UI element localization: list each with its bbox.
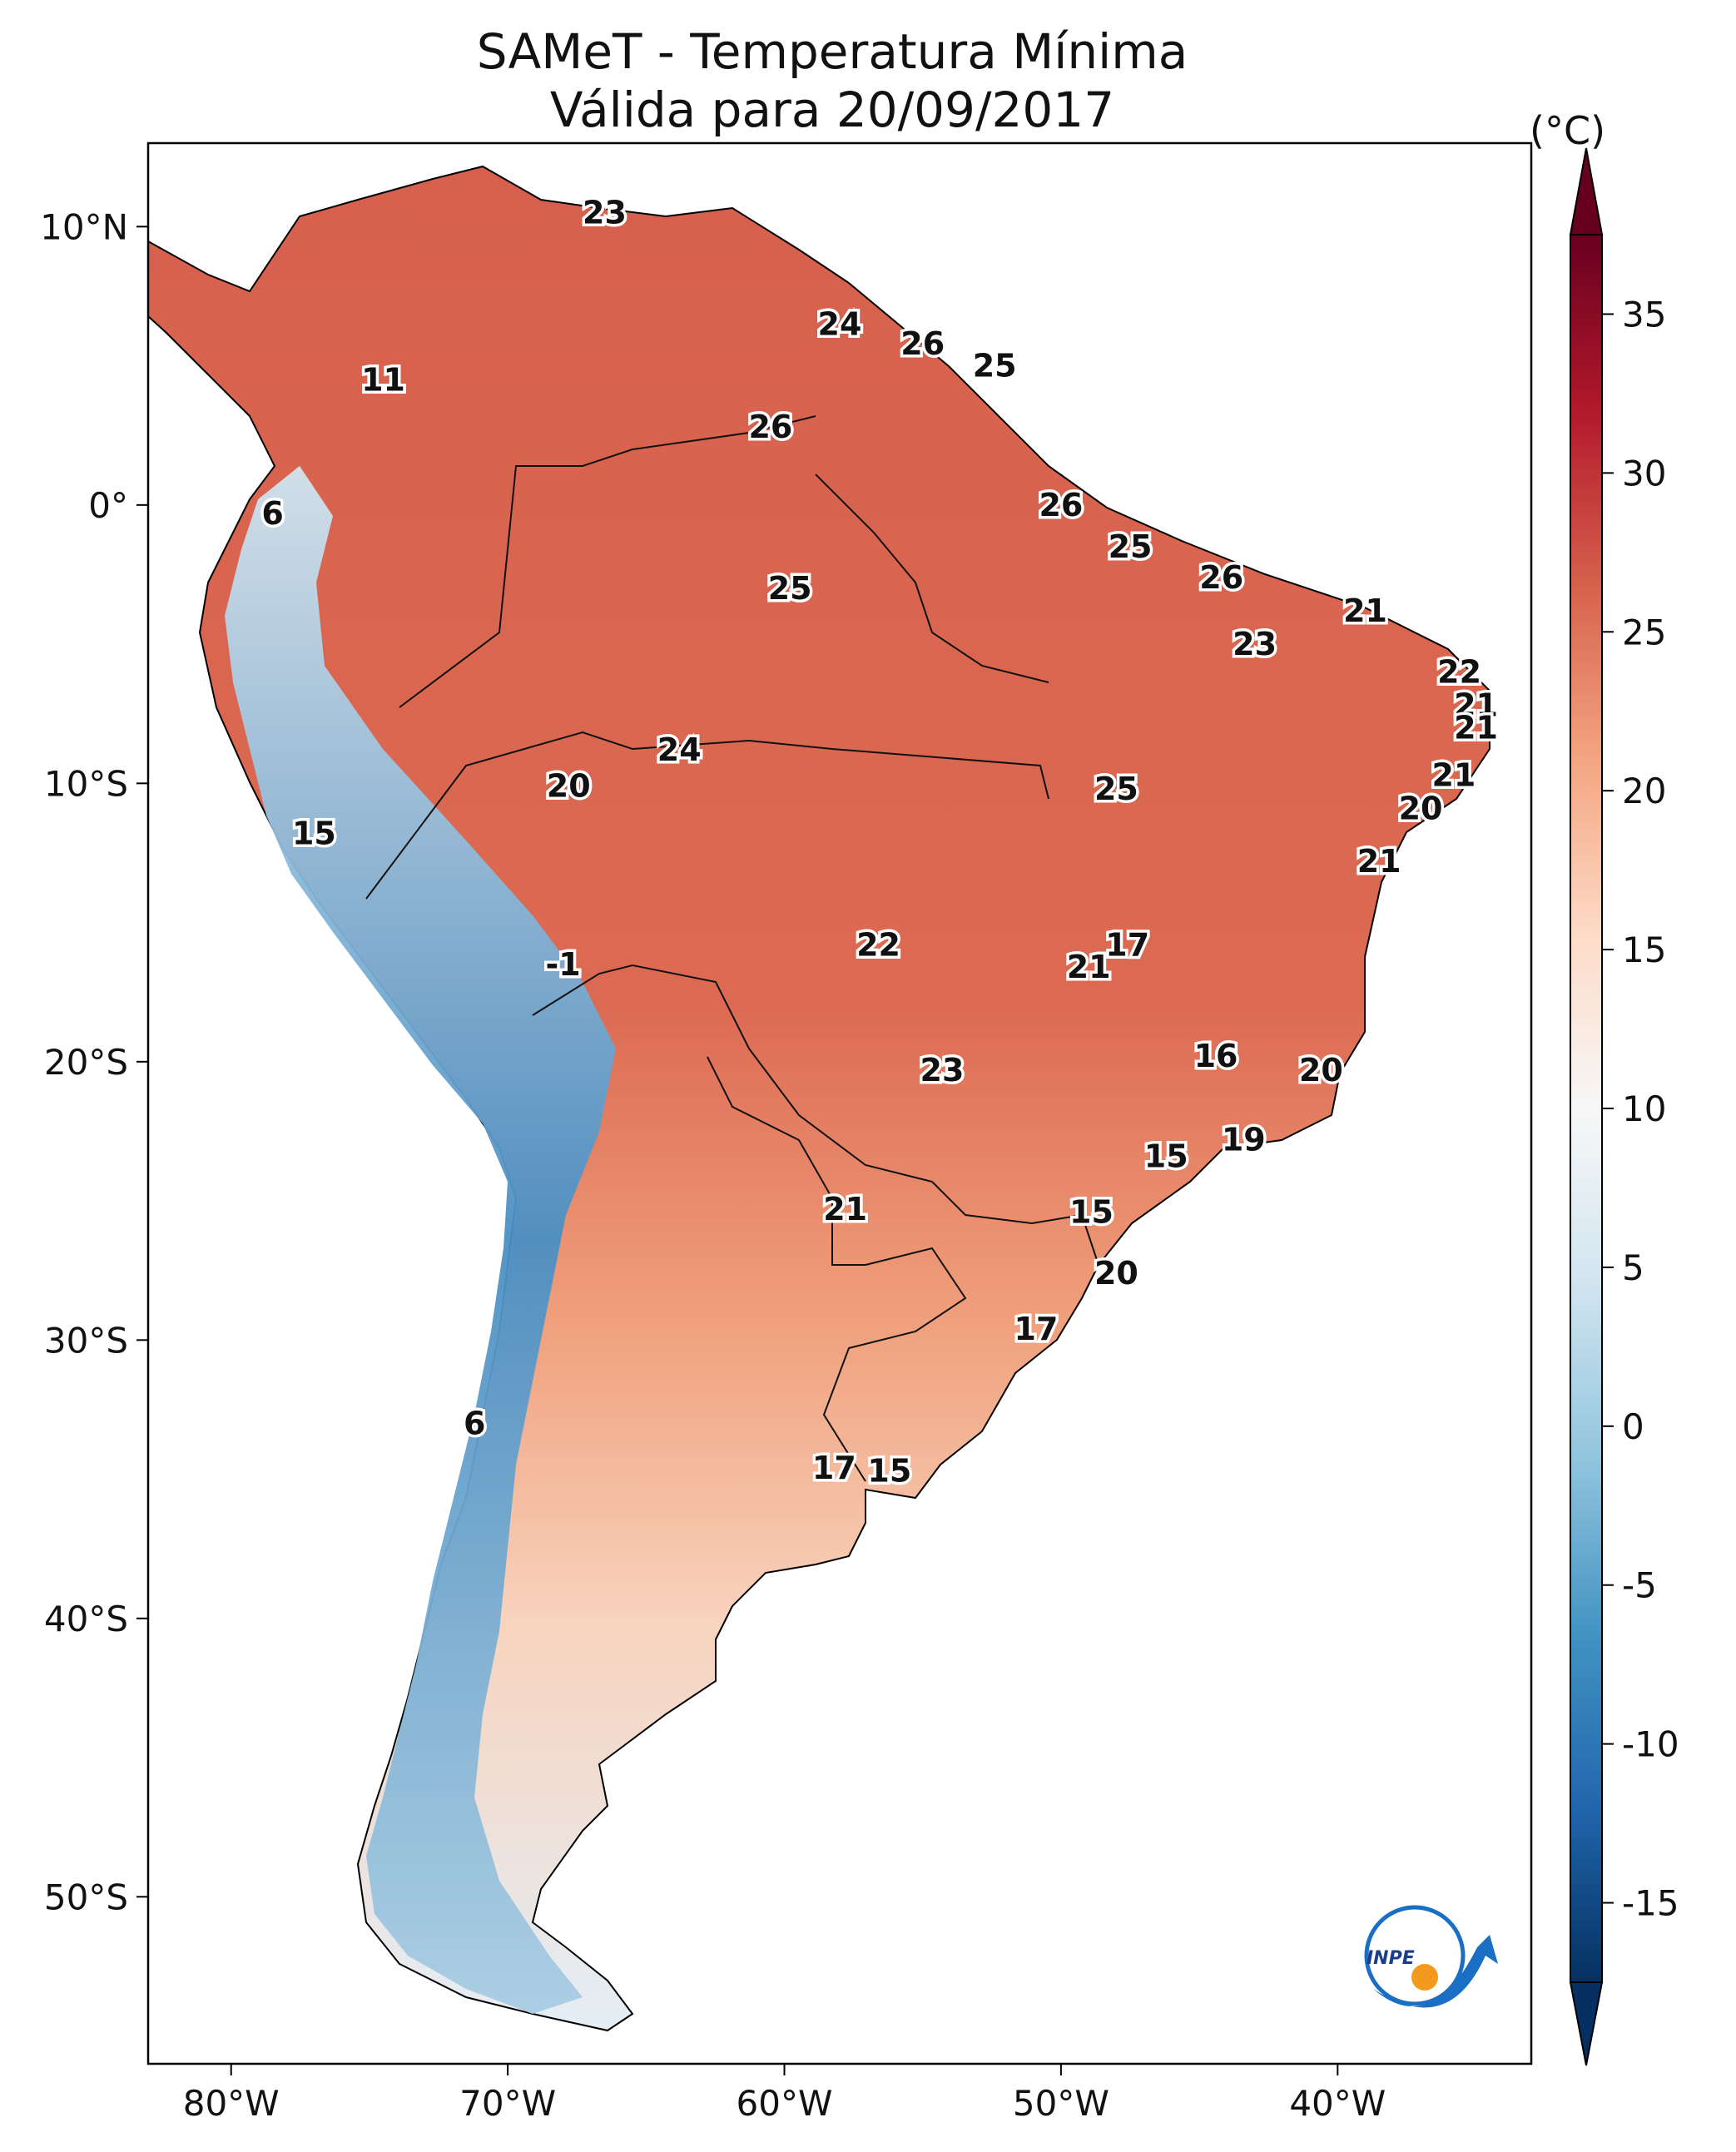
lat-tick-label: 40°S	[44, 1599, 128, 1639]
lon-tick-label: 50°W	[1013, 2083, 1109, 2124]
temperature-label: 16	[1194, 1038, 1238, 1074]
lat-tick-label: 50°S	[44, 1877, 128, 1917]
temperature-label: 21	[1343, 593, 1387, 629]
andes-cold-region	[225, 466, 616, 2014]
temperature-label: 22	[856, 926, 900, 963]
colorbar-ticks: 35 30 25 20 15 10 5 0 -5 -10 -15	[1602, 294, 1679, 1924]
lat-tick-label: 10°N	[40, 206, 128, 247]
temperature-label: 6	[464, 1406, 485, 1442]
temperature-label: 15	[867, 1453, 911, 1490]
colorbar-tick-label: 15	[1622, 930, 1666, 970]
map-area	[148, 143, 1531, 2064]
temperature-label: 17	[1014, 1311, 1059, 1347]
temperature-label: 21	[1454, 687, 1498, 724]
temperature-label: 26	[748, 409, 792, 445]
temperature-label: 25	[1109, 528, 1153, 565]
longitude-ticks: 80°W 70°W 60°W 50°W 40°W	[183, 2064, 1386, 2124]
temperature-label: 24	[657, 731, 702, 768]
temperature-label: 15	[1069, 1193, 1114, 1230]
temperature-label: 26	[900, 325, 945, 362]
lat-tick-label: 30°S	[44, 1320, 128, 1361]
lon-tick-label: 40°W	[1289, 2083, 1386, 2124]
temperature-label: 17	[812, 1450, 856, 1486]
country-borders	[365, 415, 1099, 1482]
temperature-label: 20	[1399, 790, 1443, 826]
inpe-logo: INPE	[1364, 1905, 1498, 2008]
lat-tick-label: 10°S	[44, 763, 128, 804]
temperature-label: 25	[768, 570, 812, 607]
temperature-label: 23	[920, 1052, 965, 1088]
temperature-label: 15	[1144, 1138, 1188, 1175]
colorbar-tick-label: -15	[1622, 1883, 1679, 1924]
temperature-label: 23	[1233, 626, 1277, 662]
colorbar-tick-label: 35	[1622, 294, 1666, 335]
colorbar-tick-label: 0	[1622, 1406, 1644, 1447]
temperature-label: 20	[1094, 1255, 1138, 1292]
temperature-label: 11	[361, 361, 405, 398]
temperature-label: -1	[545, 946, 580, 983]
colorbar-lower-extension	[1569, 1981, 1604, 2066]
temperature-label: 24	[818, 305, 862, 342]
colorbar-tick-label: -5	[1622, 1565, 1657, 1606]
temperature-label: 21	[1431, 756, 1476, 793]
colorbar-tick-label: 25	[1622, 612, 1666, 652]
map-title: SAMeT - Temperatura Mínima	[476, 23, 1188, 80]
colorbar-tick-label: 5	[1622, 1247, 1644, 1288]
colorbar-upper-extension	[1569, 147, 1604, 236]
temperature-label: 21	[823, 1191, 867, 1227]
temperature-label: 21	[1357, 843, 1401, 880]
lon-tick-label: 70°W	[459, 2083, 556, 2124]
temperature-label: 21	[1067, 949, 1111, 985]
temperature-label: 26	[1039, 487, 1083, 523]
colorbar-unit-label: (°C)	[1530, 108, 1606, 153]
lat-tick-label: 0°	[88, 485, 128, 526]
temperature-label: 25	[973, 348, 1017, 384]
temperature-label: 17	[1105, 926, 1149, 963]
colorbar-tick-label: -10	[1622, 1724, 1679, 1765]
colorbar-body	[1570, 234, 1603, 1983]
temperature-label: 19	[1222, 1121, 1266, 1158]
temperature-label: 20	[1299, 1052, 1343, 1088]
temperature-label: 15	[292, 816, 336, 852]
temperature-label: 20	[547, 768, 591, 805]
lon-tick-label: 60°W	[737, 2083, 833, 2124]
map-subtitle: Válida para 20/09/2017	[549, 82, 1115, 138]
lat-tick-label: 20°S	[44, 1042, 128, 1083]
colorbar-tick-label: 10	[1622, 1088, 1666, 1129]
colorbar-tick-label: 20	[1622, 771, 1666, 811]
temperature-label: 22	[1437, 654, 1481, 691]
logo-text: INPE	[1366, 1948, 1415, 1969]
lon-tick-label: 80°W	[183, 2083, 280, 2124]
temperature-label: 6	[261, 495, 283, 532]
temperature-label: 25	[1094, 771, 1138, 807]
temperature-label: 26	[1199, 559, 1243, 596]
colorbar: 35 30 25 20 15 10 5 0 -5 -10 -15	[1569, 147, 1679, 2066]
map-frame	[146, 141, 1533, 2065]
temperature-label: 21	[1454, 709, 1498, 746]
temperature-label: 23	[583, 195, 627, 231]
latitude-ticks: 10°N 0° 10°S 20°S 30°S 40°S 50°S	[40, 206, 148, 1917]
colorbar-tick-label: 30	[1622, 453, 1666, 493]
